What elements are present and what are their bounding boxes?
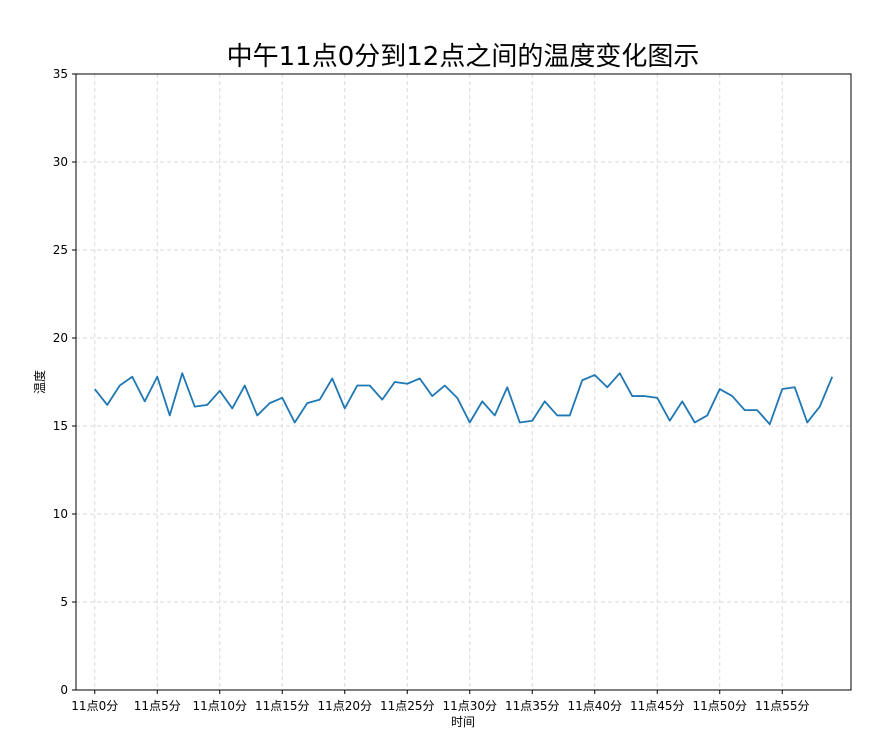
chart-title: 中午11点0分到12点之间的温度变化图示 [227, 42, 700, 72]
x-axis-label: 时间 [451, 715, 475, 729]
x-tick-label: 11点10分 [192, 699, 247, 713]
x-tick-label: 11点20分 [317, 699, 372, 713]
y-tick-label: 25 [53, 243, 68, 257]
x-tick-label: 11点15分 [255, 699, 310, 713]
grid-lines [76, 73, 851, 691]
y-tick-label: 5 [60, 595, 68, 609]
x-tick-label: 11点50分 [692, 699, 747, 713]
x-tick-label: 11点55分 [755, 699, 810, 713]
x-tick-label: 11点40分 [567, 699, 622, 713]
y-axis-label: 温度 [32, 370, 47, 394]
x-tick-label: 11点25分 [380, 699, 435, 713]
y-tick-label: 30 [53, 155, 68, 169]
y-tick-label: 20 [53, 331, 68, 345]
x-tick-label: 11点5分 [134, 699, 181, 713]
series-group [94, 372, 834, 426]
y-tick-label: 35 [53, 67, 68, 81]
x-tick-label: 11点35分 [505, 699, 560, 713]
series-line [94, 372, 834, 426]
y-tick-label: 10 [53, 507, 68, 521]
x-tick-label: 11点0分 [71, 699, 118, 713]
plot-frame [75, 73, 852, 691]
y-tick-label: 0 [60, 683, 68, 697]
y-axis-ticks: 0 5 10 15 20 25 30 35 [53, 67, 76, 697]
x-tick-label: 11点45分 [630, 699, 685, 713]
x-axis-ticks: 11点0分 11点5分 11点10分 11点15分 11点20分 11点25分 11点30分… [71, 690, 810, 713]
y-tick-label: 15 [53, 419, 68, 433]
x-tick-label: 11点30分 [442, 699, 497, 713]
